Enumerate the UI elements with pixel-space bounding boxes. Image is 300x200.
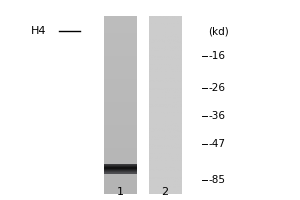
Text: -85: -85 — [208, 175, 226, 185]
Text: H4: H4 — [31, 26, 46, 36]
Text: 1: 1 — [116, 187, 124, 197]
Text: -47: -47 — [208, 139, 226, 149]
Text: -26: -26 — [208, 83, 226, 93]
Text: -16: -16 — [208, 51, 226, 61]
Text: (kd): (kd) — [208, 27, 229, 37]
Text: -36: -36 — [208, 111, 226, 121]
Text: 2: 2 — [161, 187, 169, 197]
